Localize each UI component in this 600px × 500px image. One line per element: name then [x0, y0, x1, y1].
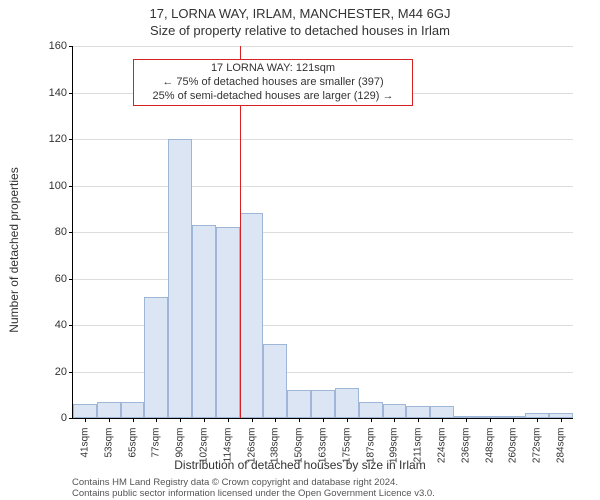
x-tick-mark	[323, 418, 324, 422]
x-tick-label: 41sqm	[79, 424, 90, 458]
x-tick-mark	[442, 418, 443, 422]
gridline	[73, 139, 573, 140]
histogram-bar	[359, 402, 383, 418]
x-tick-label: 90sqm	[175, 424, 186, 458]
x-tick-mark	[394, 418, 395, 422]
x-tick-mark	[204, 418, 205, 422]
x-tick-mark	[180, 418, 181, 422]
histogram-bar	[287, 390, 311, 418]
annotation-line: 17 LORNA WAY: 121sqm	[140, 62, 406, 76]
y-axis-label: Number of detached properties	[7, 167, 21, 332]
x-tick-mark	[418, 418, 419, 422]
histogram-bar	[73, 404, 97, 418]
x-tick-label: 65sqm	[127, 424, 138, 458]
annotation-line: ← 75% of detached houses are smaller (39…	[140, 76, 406, 90]
x-tick-mark	[275, 418, 276, 422]
histogram-bar	[121, 402, 145, 418]
chart-title-main: 17, LORNA WAY, IRLAM, MANCHESTER, M44 6G…	[0, 0, 600, 21]
x-tick-mark	[156, 418, 157, 422]
histogram-bar	[97, 402, 121, 418]
histogram-bar	[240, 213, 264, 418]
histogram-bar	[168, 139, 192, 418]
x-tick-mark	[133, 418, 134, 422]
y-tick-mark	[69, 139, 73, 140]
footer-line-1: Contains HM Land Registry data © Crown c…	[72, 477, 398, 488]
x-tick-mark	[85, 418, 86, 422]
gridline	[73, 279, 573, 280]
chart-title-sub: Size of property relative to detached ho…	[0, 21, 600, 38]
annotation-line: 25% of semi-detached houses are larger (…	[140, 90, 406, 104]
x-tick-mark	[347, 418, 348, 422]
histogram-bar	[335, 388, 359, 418]
y-tick-mark	[69, 372, 73, 373]
x-axis-label: Distribution of detached houses by size …	[0, 458, 600, 472]
y-tick-mark	[69, 46, 73, 47]
y-tick-mark	[69, 232, 73, 233]
x-tick-mark	[466, 418, 467, 422]
y-tick-mark	[69, 93, 73, 94]
x-tick-mark	[109, 418, 110, 422]
annotation-box: 17 LORNA WAY: 121sqm← 75% of detached ho…	[133, 59, 413, 106]
x-tick-mark	[371, 418, 372, 422]
y-tick-mark	[69, 186, 73, 187]
x-tick-mark	[537, 418, 538, 422]
gridline	[73, 232, 573, 233]
gridline	[73, 186, 573, 187]
x-tick-mark	[561, 418, 562, 422]
histogram-bar	[383, 404, 407, 418]
histogram-bar	[311, 390, 335, 418]
histogram-bar	[216, 227, 240, 418]
x-tick-label: 53sqm	[103, 424, 114, 458]
x-tick-mark	[513, 418, 514, 422]
x-tick-label: 114sqm	[222, 424, 233, 463]
histogram-bar	[192, 225, 216, 418]
x-tick-mark	[228, 418, 229, 422]
histogram-bar	[263, 344, 287, 418]
gridline	[73, 46, 573, 47]
y-tick-mark	[69, 418, 73, 419]
histogram-bar	[144, 297, 168, 418]
footer-line-2: Contains public sector information licen…	[72, 488, 435, 499]
x-tick-mark	[252, 418, 253, 422]
histogram-bar	[430, 406, 454, 418]
x-tick-mark	[299, 418, 300, 422]
x-tick-label: 77sqm	[151, 424, 162, 458]
chart-plot-area: 02040608010012014016041sqm53sqm65sqm77sq…	[72, 46, 573, 419]
y-tick-mark	[69, 325, 73, 326]
histogram-bar	[406, 406, 430, 418]
y-tick-mark	[69, 279, 73, 280]
x-tick-mark	[490, 418, 491, 422]
x-tick-label: 211sqm	[413, 424, 424, 463]
